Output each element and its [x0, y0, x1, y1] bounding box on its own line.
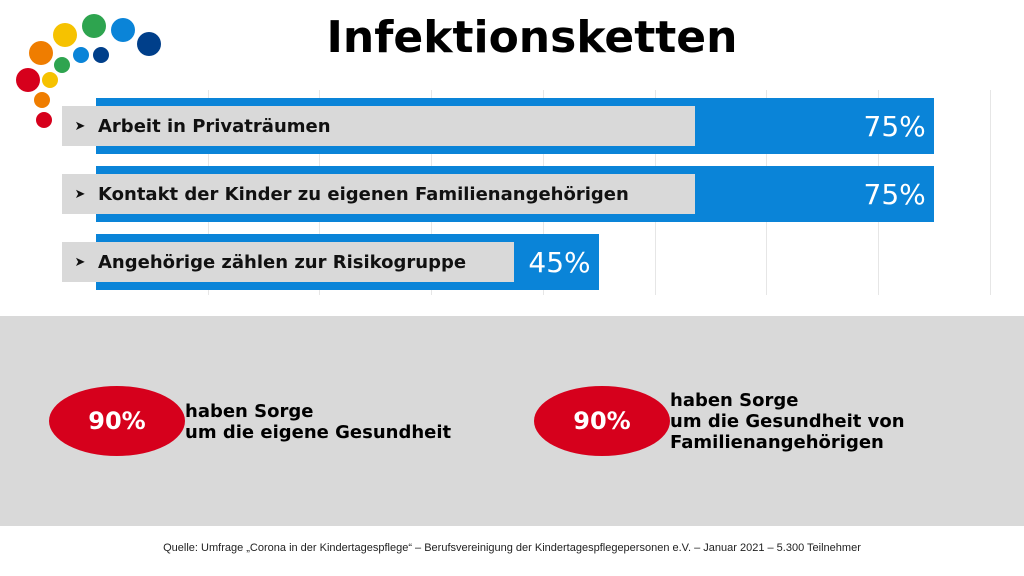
stat-badge-1: 90% — [49, 386, 185, 456]
data-label: 75% — [863, 178, 926, 211]
logo-dots-icon — [16, 14, 161, 128]
gridline — [989, 90, 991, 295]
source-note: Quelle: Umfrage „Corona in der Kindertag… — [163, 542, 861, 554]
bar-label: ➤ Angehörige zählen zur Risikogruppe — [62, 242, 514, 282]
bar-label: ➤ Kontakt der Kinder zu eigenen Familiena… — [62, 174, 695, 214]
arrow-bullet-icon: ➤ — [74, 254, 86, 270]
category-label: Angehörige zählen zur Risikogruppe — [98, 251, 467, 273]
arrow-bullet-icon: ➤ — [74, 118, 86, 134]
arrow-bullet-icon: ➤ — [74, 186, 86, 202]
data-label: 75% — [863, 110, 926, 143]
page-title: Infektionsketten — [326, 12, 738, 63]
category-label: Arbeit in Privaträumen — [98, 115, 331, 137]
data-label: 45% — [528, 246, 591, 279]
stat-badge-2: 90% — [534, 386, 670, 456]
stat-text-2: haben Sorge um die Gesundheit von Famili… — [670, 390, 905, 453]
stat-text-1: haben Sorge um die eigene Gesundheit — [185, 401, 452, 443]
bar-label: ➤ Arbeit in Privaträumen — [62, 106, 695, 146]
category-label: Kontakt der Kinder zu eigenen Familienan… — [98, 183, 629, 205]
